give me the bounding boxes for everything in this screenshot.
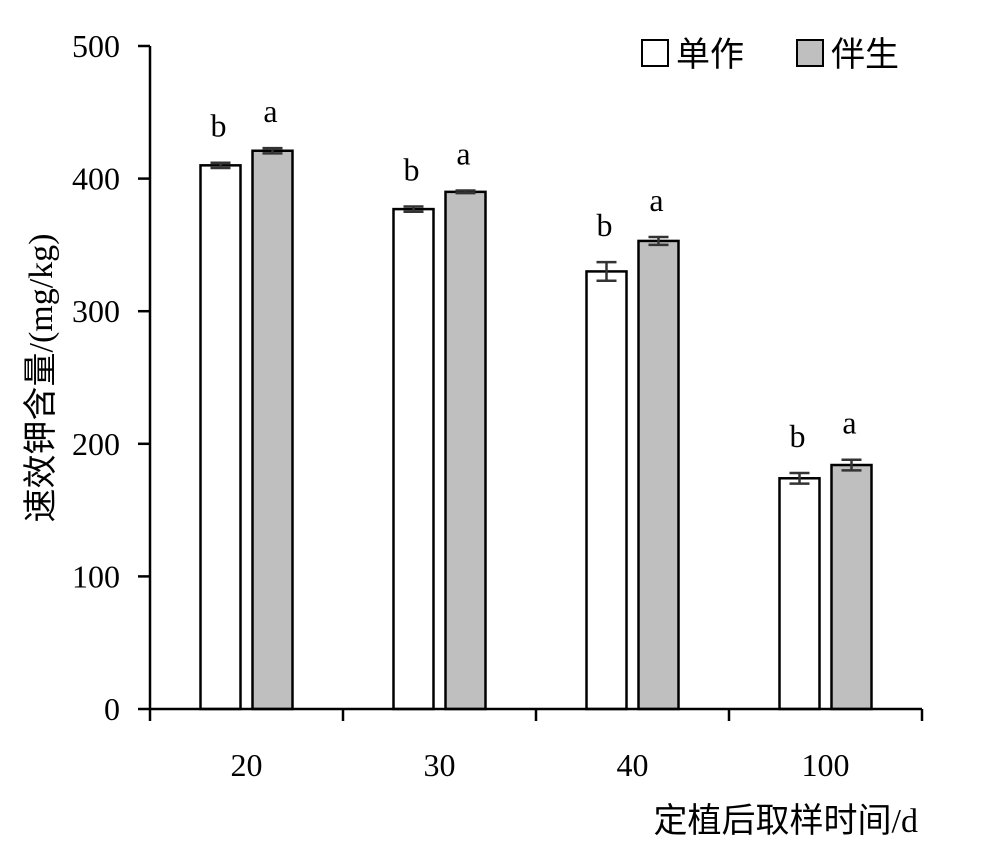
significance-label: b [211, 108, 227, 144]
significance-label: a [842, 405, 856, 441]
bars-layer [199, 149, 873, 711]
bar-monoculture [585, 270, 628, 711]
bar-companion [830, 463, 873, 711]
bar-monoculture [778, 477, 821, 711]
significance-label: b [597, 207, 613, 243]
significance-label: b [790, 418, 806, 454]
x-category-label: 20 [231, 747, 263, 783]
bar-companion [637, 239, 680, 711]
error-bars-layer [210, 146, 862, 485]
x-axis-title: 定植后取样时间/d [654, 802, 918, 840]
x-category-label: 40 [617, 747, 649, 783]
y-tick-label: 0 [104, 691, 120, 727]
x-categories-layer: 20 30 40 100 [148, 709, 924, 783]
y-tick-label: 500 [72, 28, 120, 64]
legend: 单作 伴生 [641, 36, 899, 74]
y-tick-label: 400 [72, 161, 120, 197]
x-category-label: 30 [424, 747, 456, 783]
significance-label: b [404, 151, 420, 187]
significance-label: a [456, 136, 470, 172]
significance-label: a [649, 182, 663, 218]
bar-monoculture [199, 164, 242, 711]
y-axis-title: 速效钾含量/(mg/kg) [22, 234, 60, 523]
bar-companion [444, 190, 487, 711]
significance-label: a [263, 93, 277, 129]
legend-label-mono: 单作 [676, 37, 744, 74]
x-category-label: 100 [802, 747, 850, 783]
bar-monoculture [392, 207, 435, 711]
legend-label-companion: 伴生 [831, 36, 899, 74]
legend-swatch-mono [641, 39, 669, 67]
legend-swatch-companion [796, 39, 824, 67]
y-tick-label: 200 [72, 426, 120, 462]
y-ticks-layer: 0 100 200 300 400 500 [72, 28, 150, 727]
y-tick-label: 300 [72, 293, 120, 329]
y-tick-label: 100 [72, 558, 120, 594]
bar-companion [251, 149, 294, 711]
